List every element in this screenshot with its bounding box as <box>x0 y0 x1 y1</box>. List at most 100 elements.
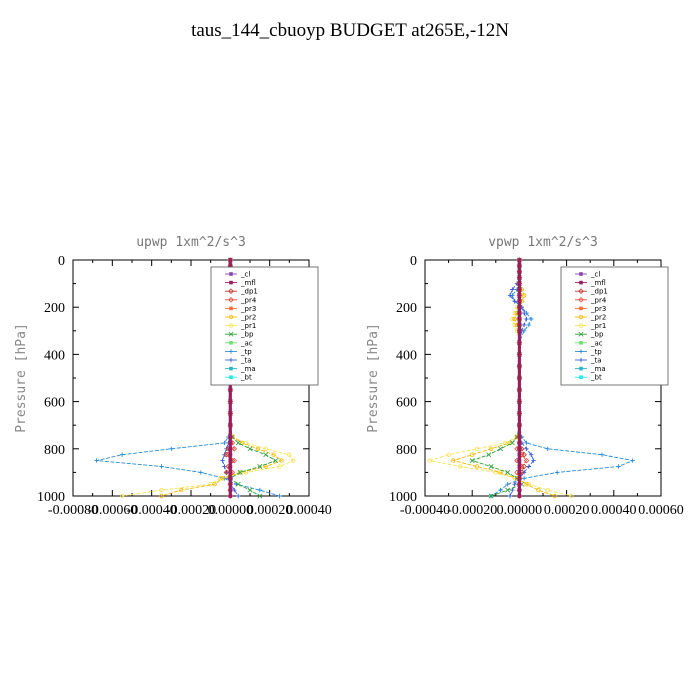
point-marker <box>231 446 238 452</box>
x-tick-label: -0.00080 <box>48 503 98 518</box>
point-marker <box>427 458 432 463</box>
point-marker <box>277 493 282 499</box>
point-marker <box>517 458 522 463</box>
x-tick-label: 0.00020 <box>544 503 590 518</box>
point-marker <box>578 288 584 294</box>
legend-item: _ac <box>575 339 603 347</box>
y-tick-label: 800 <box>396 443 417 458</box>
legend-label: _ac <box>590 339 603 347</box>
point-marker <box>578 331 584 337</box>
point-marker <box>517 411 522 416</box>
point-marker <box>517 329 522 333</box>
x-tick-label: -0.00060 <box>87 503 137 518</box>
point-marker <box>517 482 522 486</box>
point-marker <box>517 399 522 404</box>
point-marker <box>517 488 522 492</box>
point-marker <box>578 314 584 320</box>
x-tick-label: -0.00020 <box>166 503 216 518</box>
point-marker <box>228 494 233 498</box>
series-line <box>429 260 572 497</box>
point-marker <box>517 287 522 292</box>
point-marker <box>228 470 233 475</box>
legend-label: _bp <box>240 331 254 339</box>
point-marker <box>228 447 233 451</box>
point-marker <box>493 470 498 475</box>
point-marker <box>509 440 515 446</box>
legend-item: _pr4 <box>575 296 607 304</box>
point-marker <box>277 464 282 469</box>
y-tick-label: 1000 <box>37 490 65 505</box>
point-marker <box>579 280 583 285</box>
point-marker <box>521 293 527 298</box>
x-tick-label: 0.00000 <box>208 503 254 518</box>
x-tick-label: -0.00040 <box>127 503 177 518</box>
point-marker <box>229 341 233 345</box>
legend-item: _pr2 <box>575 314 606 322</box>
point-marker <box>517 311 522 315</box>
point-marker <box>517 470 522 475</box>
legend-item: _pr3 <box>575 305 606 313</box>
point-marker <box>198 470 204 475</box>
point-marker <box>228 331 234 337</box>
legend-item: _tp <box>575 348 602 356</box>
point-marker <box>521 476 527 481</box>
y-tick-label: 600 <box>44 396 65 411</box>
x-tick-label: -0.00020 <box>447 503 497 518</box>
point-marker <box>451 458 456 463</box>
legend-label: _bp <box>590 331 604 339</box>
point-marker <box>545 487 550 493</box>
point-marker <box>228 488 233 492</box>
point-marker <box>505 482 510 487</box>
legend-item: _dp1 <box>575 288 608 296</box>
point-marker <box>287 452 292 457</box>
point-marker <box>517 270 522 274</box>
legend: _cl_mfl_dp1_pr4_pr3_pr2_pr1_bp_ac_tp_ta_… <box>560 266 669 386</box>
point-marker <box>228 482 233 486</box>
point-marker <box>228 399 233 404</box>
legend-label: _ta <box>590 357 602 365</box>
legend-label: _tp <box>590 348 602 356</box>
point-marker <box>488 493 494 499</box>
point-marker <box>119 452 125 457</box>
legend-item: _cl <box>575 271 600 279</box>
legend-item: _pr2 <box>225 314 256 322</box>
y-tick-label: 200 <box>396 301 417 316</box>
y-tick-label: 0 <box>58 254 65 269</box>
point-marker <box>517 476 522 481</box>
point-marker <box>521 322 527 328</box>
point-marker <box>291 458 296 463</box>
point-marker <box>228 423 233 427</box>
point-marker <box>521 310 527 316</box>
point-marker <box>458 464 463 469</box>
point-marker <box>517 264 522 268</box>
point-marker <box>512 322 517 328</box>
point-marker <box>512 482 517 487</box>
point-marker <box>578 323 584 328</box>
point-marker <box>237 469 243 475</box>
legend-label: _pr2 <box>240 314 256 322</box>
point-marker <box>517 435 522 439</box>
x-tick-label: 0.00000 <box>497 503 543 518</box>
point-marker <box>510 287 515 292</box>
point-marker <box>228 323 234 328</box>
point-marker <box>517 447 522 451</box>
legend-item: _bp <box>575 331 604 339</box>
legend-label: _mfl <box>240 279 256 287</box>
legend-item: _ma <box>575 365 606 373</box>
point-marker <box>228 314 234 320</box>
point-marker <box>235 440 241 446</box>
point-marker <box>229 375 233 379</box>
series-pr1 <box>427 257 574 499</box>
legend-label: _cl <box>590 271 600 279</box>
point-marker <box>578 357 584 363</box>
point-marker <box>474 446 480 451</box>
legend-label: _pr2 <box>590 314 606 322</box>
legend-label: _pr4 <box>590 296 607 304</box>
point-marker <box>545 446 550 451</box>
point-marker <box>524 316 529 322</box>
point-marker <box>579 341 583 345</box>
point-marker <box>220 458 225 463</box>
point-marker <box>498 446 504 452</box>
point-marker <box>229 272 233 276</box>
point-marker <box>517 452 522 457</box>
